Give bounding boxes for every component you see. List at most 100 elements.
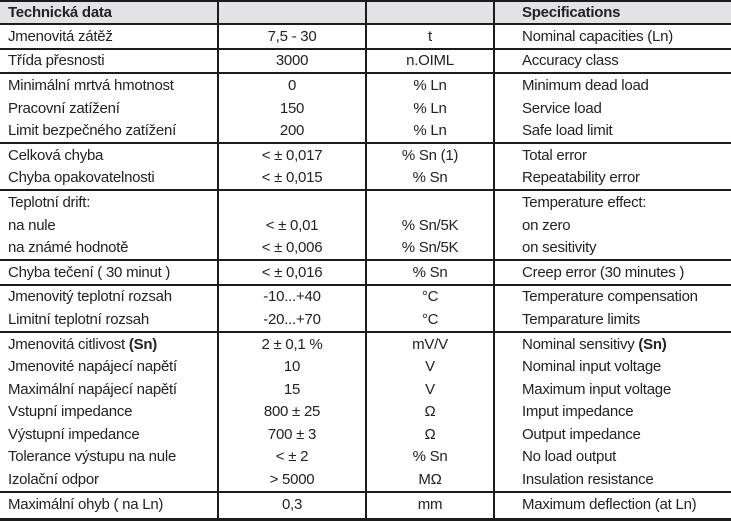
czech-label: na známé hodnotě <box>0 239 218 256</box>
english-label: No load output <box>494 448 731 465</box>
czech-label: Chyba tečení ( 30 minut ) <box>0 264 218 281</box>
czech-label-text: Vstupní impedance <box>8 403 133 421</box>
czech-label: Jmenovité napájecí napětí <box>0 358 218 375</box>
english-label: Temperature compensation <box>494 288 731 305</box>
value-cell: < ± 0,017 <box>261 146 323 164</box>
czech-label: Limitní teplotní rozsah <box>0 311 218 328</box>
unit-cell: t <box>428 27 432 45</box>
czech-label: na nule <box>0 217 218 234</box>
value-cell: 3000 <box>275 52 309 70</box>
english-label: Creep error (30 minutes ) <box>494 264 731 281</box>
czech-label: Jmenovitý teplotní rozsah <box>0 288 218 305</box>
english-label: Nominal capacities (Ln) <box>494 28 731 45</box>
spec-row: Třída přesnosti 3000 n.OIML Accuracy class <box>0 50 731 73</box>
spec-row: Maximální napájecí napětí 15 V Maximum inpu… <box>0 378 731 401</box>
english-label-text: Minimum dead load <box>522 76 649 94</box>
czech-label: Jmenovitá citlivost (Sn) <box>0 336 218 353</box>
value-cell: < ± 0,015 <box>261 169 323 187</box>
czech-label-text: Jmenovité napájecí napětí <box>8 358 177 376</box>
spec-group: Třída přesnosti 3000 n.OIML Accuracy class <box>0 50 731 75</box>
value-cell: -20...+70 <box>263 310 321 328</box>
spec-row: Teplotní drift: Temperature effect: <box>0 191 731 214</box>
spec-row: Izolační odpor > 5000 MΩ Insulation resista… <box>0 468 731 491</box>
czech-label: Celková chyba <box>0 147 218 164</box>
spec-row: Pracovní zatížení 150 % Ln Service load <box>0 97 731 120</box>
english-label: Service load <box>494 100 731 117</box>
czech-label: Teplotní drift: <box>0 194 218 211</box>
spec-row: Celková chyba < ± 0,017 % Sn (1) Total erro… <box>0 144 731 167</box>
english-label: Minimum dead load <box>494 77 731 94</box>
english-label: Imput impedance <box>494 403 731 420</box>
value-cell: < ± 2 <box>275 448 309 466</box>
value-cell: 0,3 <box>281 495 303 513</box>
table-header-czech: Technická data <box>8 4 112 21</box>
unit-cell: °C <box>421 288 439 306</box>
english-label-text: Temperature compensation <box>522 288 698 306</box>
english-label-text: Output impedance <box>522 425 641 443</box>
unit-cell: V <box>425 380 435 398</box>
english-label-text: Repeatability error <box>522 169 640 187</box>
spec-row: Tolerance výstupu na nule < ± 2 % Sn No loa… <box>0 446 731 469</box>
english-label-text: Accuracy class <box>522 52 619 70</box>
czech-label-text: Výstupní impedance <box>8 425 140 443</box>
spec-group: Maximální ohyb ( na Ln) 0,3 mm Maximum defl… <box>0 493 731 516</box>
czech-label-text: Jmenovitá zátěž <box>8 27 113 45</box>
czech-label: Limit bezpečného zatížení <box>0 122 218 139</box>
czech-label: Jmenovitá zátěž <box>0 28 218 45</box>
spec-row: Limitní teplotní rozsah -20...+70 °C Tempar… <box>0 308 731 331</box>
english-label-bold-text: (Sn) <box>638 335 667 353</box>
czech-label-text: Chyba tečení ( 30 minut ) <box>8 263 171 281</box>
unit-cell: mm <box>417 495 443 513</box>
czech-label-text: Limit bezpečného zatížení <box>8 122 177 140</box>
spec-group: Jmenovitá zátěž 7,5 - 30 t Nominal capaciti… <box>0 25 731 50</box>
unit-cell: % Sn/5K <box>401 239 459 257</box>
value-cell: -10...+40 <box>263 288 321 306</box>
english-label-text: Maximum input voltage <box>522 380 671 398</box>
table-header-row: Technická data Specifications <box>0 2 731 25</box>
czech-label-text: Teplotní drift: <box>8 193 91 211</box>
czech-label-text: na nule <box>8 216 56 234</box>
english-label: Total error <box>494 147 731 164</box>
spec-row: Jmenovitý teplotní rozsah -10...+40 °C Temp… <box>0 286 731 309</box>
czech-label: Izolační odpor <box>0 471 218 488</box>
english-label-text: Imput impedance <box>522 403 634 421</box>
english-label-text: on sesitivity <box>522 239 597 257</box>
english-label: on zero <box>494 217 731 234</box>
unit-cell: Ω <box>424 425 436 443</box>
unit-cell: % Sn <box>412 169 448 187</box>
value-cell: > 5000 <box>269 471 315 489</box>
english-label-text: Insulation resistance <box>522 471 654 489</box>
czech-label: Vstupní impedance <box>0 403 218 420</box>
value-cell: < ± 0,016 <box>261 263 323 281</box>
unit-cell: % Sn (1) <box>401 146 459 164</box>
english-label: Insulation resistance <box>494 471 731 488</box>
english-label: Nominal input voltage <box>494 358 731 375</box>
czech-label: Chyba opakovatelnosti <box>0 169 218 186</box>
spec-row: Výstupní impedance 700 ± 3 Ω Output impedan… <box>0 423 731 446</box>
spec-row: Limit bezpečného zatížení 200 % Ln Safe loa… <box>0 119 731 142</box>
table-header-english: Specifications <box>522 4 621 21</box>
spec-group: Minimální mrtvá hmotnost 0 % Ln Minimum dea… <box>0 74 731 144</box>
english-label-text: Temperature effect: <box>522 193 647 211</box>
czech-label-text: Minimální mrtvá hmotnost <box>8 76 174 94</box>
english-label-text: Nominal capacities (Ln) <box>522 27 673 45</box>
unit-cell: % Sn <box>412 263 448 281</box>
english-label: Accuracy class <box>494 52 731 69</box>
czech-label: Maximální napájecí napětí <box>0 381 218 398</box>
value-cell: 2 ± 0,1 % <box>261 335 323 353</box>
czech-label-text: Třída přesnosti <box>8 52 105 70</box>
spec-row: Vstupní impedance 800 ± 25 Ω Imput impedanc… <box>0 401 731 424</box>
unit-cell: % Sn <box>412 448 448 466</box>
spec-group: Celková chyba < ± 0,017 % Sn (1) Total erro… <box>0 144 731 192</box>
spec-row: na známé hodnotě < ± 0,006 % Sn/5K on sesit… <box>0 236 731 259</box>
czech-label-text: Pracovní zatížení <box>8 99 120 117</box>
spec-row: Chyba tečení ( 30 minut ) < ± 0,016 % Sn Cr… <box>0 261 731 284</box>
czech-label: Tolerance výstupu na nule <box>0 448 218 465</box>
unit-cell: Ω <box>424 403 436 421</box>
unit-cell: mV/V <box>412 335 448 353</box>
unit-cell: % Sn/5K <box>401 216 459 234</box>
value-cell: 150 <box>279 99 305 117</box>
spec-row: Chyba opakovatelnosti < ± 0,015 % Sn Repeat… <box>0 167 731 190</box>
